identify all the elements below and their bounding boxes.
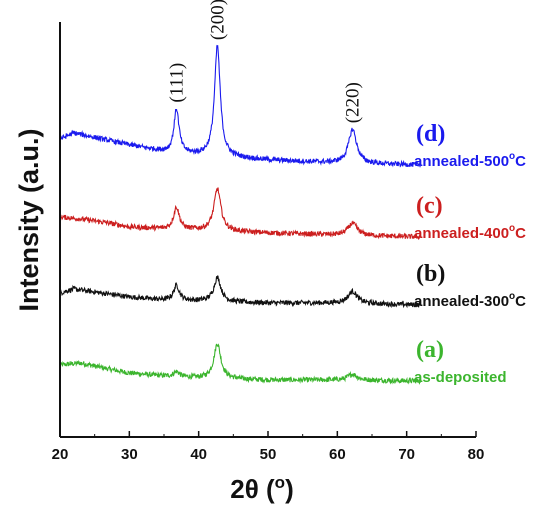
x-axis-title-close: ) [285, 474, 294, 504]
x-ticks: 20 30 40 50 60 70 80 [52, 431, 485, 463]
x-axis-title-main: 2θ ( [230, 474, 275, 504]
series-name-degree: o [509, 151, 515, 162]
series-name-unit: C [515, 153, 526, 170]
series-letter: (a) [416, 337, 444, 363]
series-letter: (c) [416, 193, 443, 219]
series-name-main: annealed-400 [414, 225, 509, 242]
x-tick-label: 70 [398, 446, 415, 463]
peak-annotations: (111) (200) (220) [167, 0, 364, 123]
series-name-main: as-deposited [414, 369, 507, 386]
series-name-degree: o [509, 291, 515, 302]
peak-label: (200) [207, 0, 228, 40]
series-line-b [59, 275, 421, 309]
x-tick-label: 50 [260, 446, 277, 463]
peak-label: (220) [343, 82, 364, 123]
peak-label: (111) [167, 63, 188, 103]
x-tick-label: 60 [329, 446, 346, 463]
y-axis-title: Intensity (a.u.) [14, 128, 44, 311]
series-line-c [59, 187, 421, 240]
series-name-unit: C [515, 293, 526, 310]
x-tick-label: 20 [52, 446, 69, 463]
x-axis-title-degree: o [275, 473, 285, 492]
series-letter: (d) [416, 121, 445, 147]
x-tick-label: 40 [190, 446, 207, 463]
series-line-a [59, 343, 421, 385]
series-name-main: annealed-500 [414, 153, 509, 170]
series-name: annealed-300oC [414, 291, 526, 310]
series-traces [59, 44, 421, 385]
x-axis-title: 2θ (o) [230, 473, 293, 504]
series-name-unit: C [515, 225, 526, 242]
series-name: as-deposited [414, 369, 507, 386]
series-name: annealed-500oC [414, 151, 526, 170]
series-name-main: annealed-300 [414, 293, 509, 310]
x-tick-label: 80 [468, 446, 485, 463]
series-letter: (b) [416, 261, 445, 287]
x-tick-label: 30 [121, 446, 138, 463]
series-name-degree: o [509, 223, 515, 234]
series-name: annealed-400oC [414, 223, 526, 242]
series-labels: (a)as-deposited(b)annealed-300oC(c)annea… [414, 121, 526, 386]
series-line-d [59, 44, 421, 168]
